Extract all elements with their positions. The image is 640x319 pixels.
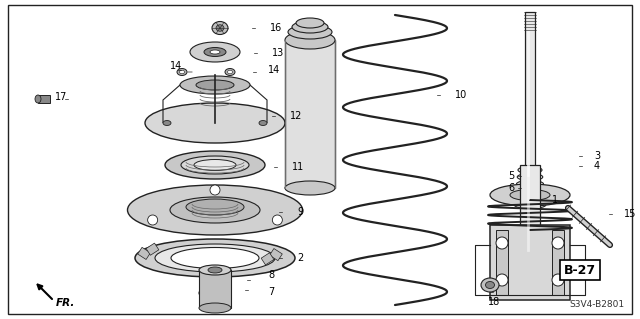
Circle shape [552, 237, 564, 249]
Text: 10: 10 [455, 90, 467, 100]
Text: 15: 15 [624, 209, 636, 219]
Bar [146, 243, 159, 255]
Circle shape [210, 185, 220, 195]
Ellipse shape [206, 290, 224, 296]
Text: 1: 1 [552, 195, 558, 205]
Ellipse shape [127, 185, 303, 235]
Text: 6: 6 [508, 183, 514, 193]
Text: 2: 2 [297, 253, 303, 263]
Text: FR.: FR. [56, 298, 76, 308]
Bar [520, 165, 540, 250]
Ellipse shape [186, 199, 244, 215]
Text: 16: 16 [270, 23, 282, 33]
Ellipse shape [481, 278, 499, 292]
Ellipse shape [163, 121, 171, 125]
Text: 9: 9 [297, 207, 303, 217]
Ellipse shape [170, 197, 260, 223]
Ellipse shape [296, 18, 324, 28]
Ellipse shape [285, 181, 335, 195]
Bar [138, 247, 150, 259]
Text: 3: 3 [594, 151, 600, 161]
Ellipse shape [490, 184, 570, 206]
Text: 5: 5 [508, 171, 515, 181]
Text: 4: 4 [594, 161, 600, 171]
Bar [38, 95, 50, 103]
Text: 18: 18 [488, 297, 500, 307]
Text: 11: 11 [292, 162, 304, 172]
Ellipse shape [486, 281, 495, 288]
Text: 7: 7 [268, 287, 275, 297]
Bar [269, 249, 282, 261]
Ellipse shape [199, 265, 231, 275]
Ellipse shape [155, 244, 275, 272]
Ellipse shape [35, 95, 41, 103]
Ellipse shape [285, 31, 335, 49]
Ellipse shape [204, 48, 226, 56]
Text: 14: 14 [170, 61, 182, 71]
Ellipse shape [210, 50, 220, 54]
Bar [490, 225, 570, 300]
Ellipse shape [180, 76, 250, 94]
Ellipse shape [227, 70, 232, 74]
Ellipse shape [210, 291, 220, 295]
Circle shape [496, 237, 508, 249]
Circle shape [273, 215, 282, 225]
Ellipse shape [135, 239, 295, 277]
Bar [552, 230, 564, 295]
Ellipse shape [181, 156, 249, 174]
Ellipse shape [288, 25, 332, 39]
Bar [525, 12, 535, 175]
Ellipse shape [292, 21, 328, 33]
Circle shape [552, 274, 564, 286]
Text: 13: 13 [272, 48, 284, 58]
Ellipse shape [196, 80, 234, 90]
Ellipse shape [190, 42, 240, 62]
Ellipse shape [259, 121, 267, 125]
Ellipse shape [177, 69, 187, 76]
Text: 17: 17 [55, 92, 67, 102]
Ellipse shape [194, 160, 236, 170]
Bar [199, 270, 231, 308]
Ellipse shape [165, 151, 265, 179]
Ellipse shape [179, 70, 184, 74]
Circle shape [148, 215, 157, 225]
Bar [261, 253, 274, 265]
Bar [285, 40, 335, 188]
Circle shape [496, 274, 508, 286]
Ellipse shape [171, 248, 259, 269]
Ellipse shape [208, 267, 222, 273]
Ellipse shape [225, 69, 235, 76]
Ellipse shape [212, 21, 228, 34]
Ellipse shape [145, 103, 285, 143]
Text: B-27: B-27 [564, 263, 596, 277]
Ellipse shape [216, 25, 224, 31]
Text: 12: 12 [290, 111, 302, 121]
Ellipse shape [510, 189, 550, 201]
Ellipse shape [199, 303, 231, 313]
Ellipse shape [199, 286, 231, 300]
Text: S3V4-B2801: S3V4-B2801 [570, 300, 625, 309]
Text: 8: 8 [268, 270, 274, 280]
Bar [496, 230, 508, 295]
Text: 14: 14 [268, 65, 280, 75]
